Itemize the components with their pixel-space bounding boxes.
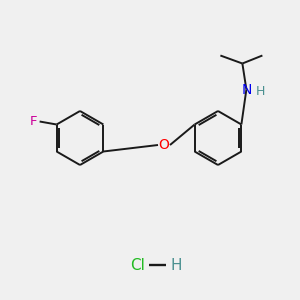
Text: O: O	[159, 138, 170, 152]
Text: H: H	[256, 85, 265, 98]
Text: N: N	[241, 82, 252, 97]
Text: H: H	[170, 257, 182, 272]
Text: Cl: Cl	[130, 257, 146, 272]
Text: F: F	[30, 115, 38, 128]
